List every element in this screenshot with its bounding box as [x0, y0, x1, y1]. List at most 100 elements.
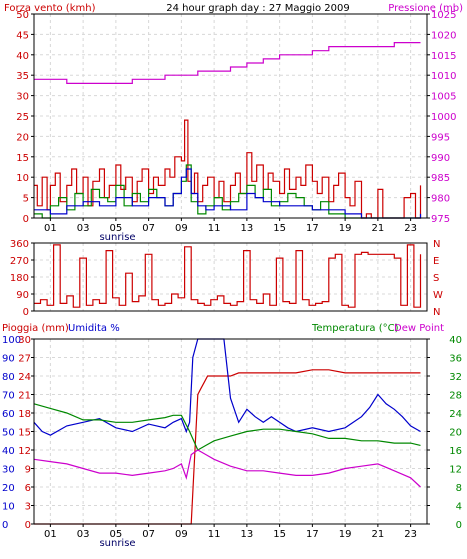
wind-tick-label: 25: [16, 112, 29, 123]
pressure-tick-label: 980: [431, 194, 450, 205]
wind-pressure-panel: 0510152025303540455097598098599099510001…: [16, 10, 456, 243]
humidity-tick-label: 100: [2, 335, 21, 346]
direction-tick-label: 90: [16, 290, 29, 301]
humidity-tick-label: 20: [2, 483, 15, 494]
compass-tick-label: N: [433, 239, 440, 250]
wind-axis-label: Forza vento (kmh): [4, 3, 96, 14]
wind-tick-label: 5: [23, 194, 29, 205]
humidity-tick-label: 90: [2, 354, 15, 365]
temperature-axis-label: Temperatura (°C): [311, 323, 399, 334]
dewpoint-axis-label: Dew Point: [394, 323, 444, 334]
rain-tick-label: 0: [25, 520, 31, 531]
pressure-tick-label: 975: [431, 214, 450, 225]
compass-tick-label: N: [433, 307, 440, 318]
rain-series-line: [34, 369, 421, 525]
pressure-tick-label: 985: [431, 173, 450, 184]
humidity-tick-label: 40: [2, 446, 15, 457]
temperature-tick-label: 20: [449, 428, 462, 439]
rain-tick-label: 27: [18, 354, 31, 365]
avg-series-line: [34, 168, 422, 219]
x-tick-label: 01: [44, 223, 57, 234]
wind-tick-label: 35: [16, 71, 29, 82]
rain-tick-label: 21: [18, 391, 31, 402]
compass-tick-label: E: [433, 256, 439, 267]
wind-tick-label: 20: [16, 132, 29, 143]
rain-tick-label: 6: [25, 483, 31, 494]
pressure-tick-label: 1010: [431, 71, 456, 82]
dewpoint-series-line: [33, 449, 421, 488]
wind-tick-label: 0: [23, 214, 29, 225]
x-tick-label: 23: [404, 223, 417, 234]
temperature-tick-label: 8: [456, 483, 462, 494]
rain-tick-label: 9: [25, 465, 31, 476]
humidity-axis-label: Umidita %: [68, 323, 120, 334]
wind-tick-label: 15: [16, 153, 29, 164]
wind-tick-label: 40: [16, 51, 29, 62]
x-tick-label: 11: [208, 529, 221, 540]
rain-tick-label: 12: [18, 446, 31, 457]
pressure-tick-label: 1025: [431, 10, 456, 21]
rain-tick-label: 3: [25, 502, 31, 513]
humidity-tick-label: 30: [2, 465, 15, 476]
direction-tick-label: 0: [23, 307, 29, 318]
humidity-tick-label: 80: [2, 372, 15, 383]
x-tick-label: 05: [110, 223, 123, 234]
sunrise-label: sunrise: [99, 232, 135, 243]
temperature-tick-label: 4: [456, 502, 462, 513]
temperature-tick-label: 36: [449, 354, 462, 365]
humidity-tick-label: 70: [2, 391, 15, 402]
x-tick-label: 23: [404, 529, 417, 540]
plot-frame: [33, 338, 428, 525]
x-tick-label: 09: [175, 529, 188, 540]
x-tick-label: 17: [306, 223, 319, 234]
wind-direction-series-line: [34, 244, 422, 308]
x-tick-label: 07: [142, 223, 155, 234]
x-tick-label: 03: [77, 223, 90, 234]
temperature-series-line: [33, 403, 421, 451]
wind-direction-panel: 0 N 90 W 180 S 270 E 360 N: [10, 239, 443, 318]
temperature-tick-label: 16: [449, 446, 462, 457]
temperature-tick-label: 40: [449, 335, 462, 346]
x-tick-label: 13: [241, 529, 254, 540]
pressure-tick-label: 1015: [431, 51, 456, 62]
x-tick-label: 05: [110, 529, 123, 540]
humidity-tick-label: 60: [2, 409, 15, 420]
humidity-series-line: [33, 338, 421, 436]
x-tick-label: 09: [175, 223, 188, 234]
gust-series-line: [34, 164, 421, 219]
direction-tick-label: 360: [10, 239, 29, 250]
plot-frame: [33, 242, 428, 312]
rain-axis-label: Pioggia (mm): [2, 323, 69, 334]
sunrise-label: sunrise: [99, 538, 135, 549]
x-tick-label: 19: [339, 223, 352, 234]
x-tick-label: 15: [273, 223, 286, 234]
humidity-tick-label: 50: [2, 428, 15, 439]
x-tick-label: 03: [77, 529, 90, 540]
wind-tick-label: 10: [16, 173, 29, 184]
x-tick-label: 19: [339, 529, 352, 540]
rain-tick-label: 18: [18, 409, 31, 420]
x-tick-label: 17: [306, 529, 319, 540]
x-tick-label: 15: [273, 529, 286, 540]
temperature-tick-label: 12: [449, 465, 462, 476]
pressure-tick-label: 1005: [431, 92, 456, 103]
rain-tick-label: 15: [18, 428, 31, 439]
compass-tick-label: W: [433, 290, 443, 301]
plot-frame: [33, 13, 428, 219]
wind-tick-label: 45: [16, 30, 29, 41]
x-tick-label: 01: [44, 529, 57, 540]
x-tick-label: 21: [372, 223, 385, 234]
compass-tick-label: S: [433, 273, 439, 284]
pressure-tick-label: 1000: [431, 112, 456, 123]
x-tick-label: 07: [142, 529, 155, 540]
pressure-series-line: [34, 42, 421, 84]
pressure-tick-label: 990: [431, 153, 450, 164]
direction-tick-label: 180: [10, 273, 29, 284]
humidity-tick-label: 0: [2, 520, 8, 531]
x-tick-label: 13: [241, 223, 254, 234]
wind-tick-label: 50: [16, 10, 29, 21]
pressure-tick-label: 995: [431, 132, 450, 143]
